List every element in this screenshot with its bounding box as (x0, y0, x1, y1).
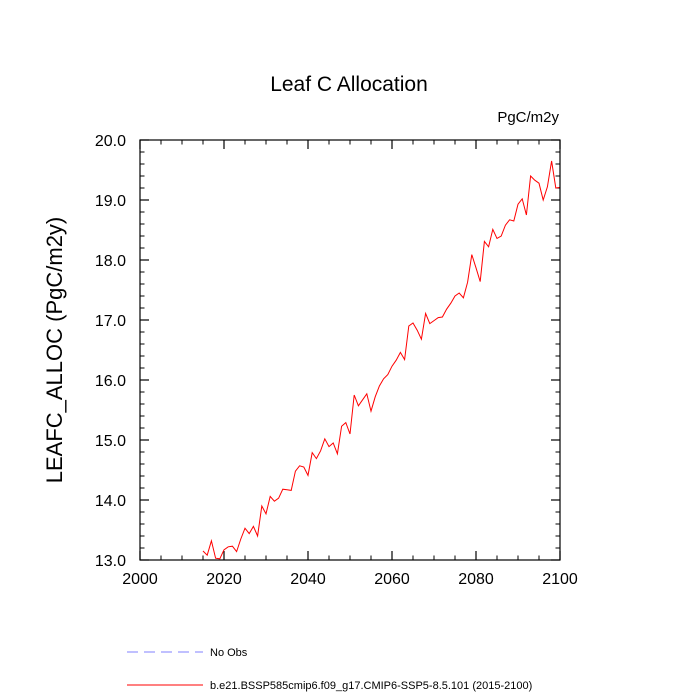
x-tick-label: 2000 (122, 571, 158, 588)
y-tick-label: 19.0 (95, 193, 126, 210)
x-tick-label: 2040 (290, 571, 326, 588)
legend: No Obs b.e21.BSSP585cmip6.f09_g17.CMIP6-S… (127, 647, 532, 692)
y-tick-label: 17.0 (95, 313, 126, 330)
y-tick-label: 16.0 (95, 373, 126, 390)
x-tick-labels: 2000 2020 2040 2060 2080 2100 (122, 571, 578, 588)
x-tick-label: 2080 (458, 571, 494, 588)
y-tick-labels: 13.0 14.0 15.0 16.0 17.0 18.0 19.0 20.0 (95, 133, 126, 570)
legend-label: No Obs (210, 647, 248, 659)
units-label: PgC/m2y (497, 109, 559, 126)
plot-frame (139, 139, 561, 561)
minor-ticks (140, 140, 560, 560)
x-tick-label: 2060 (374, 571, 410, 588)
chart-title: Leaf C Allocation (270, 73, 428, 96)
y-tick-label: 15.0 (95, 433, 126, 450)
legend-label: b.e21.BSSP585cmip6.f09_g17.CMIP6-SSP5-8.… (210, 680, 532, 692)
y-tick-label: 13.0 (95, 553, 126, 570)
series-line (202, 160, 561, 560)
y-tick-label: 14.0 (95, 493, 126, 510)
x-tick-label: 2100 (542, 571, 578, 588)
y-axis-label: LEAFC_ALLOC (PgC/m2y) (42, 217, 67, 484)
y-tick-label: 18.0 (95, 253, 126, 270)
y-tick-label: 20.0 (95, 133, 126, 150)
major-ticks (139, 139, 561, 561)
x-tick-label: 2020 (206, 571, 242, 588)
series-lines (202, 160, 561, 560)
